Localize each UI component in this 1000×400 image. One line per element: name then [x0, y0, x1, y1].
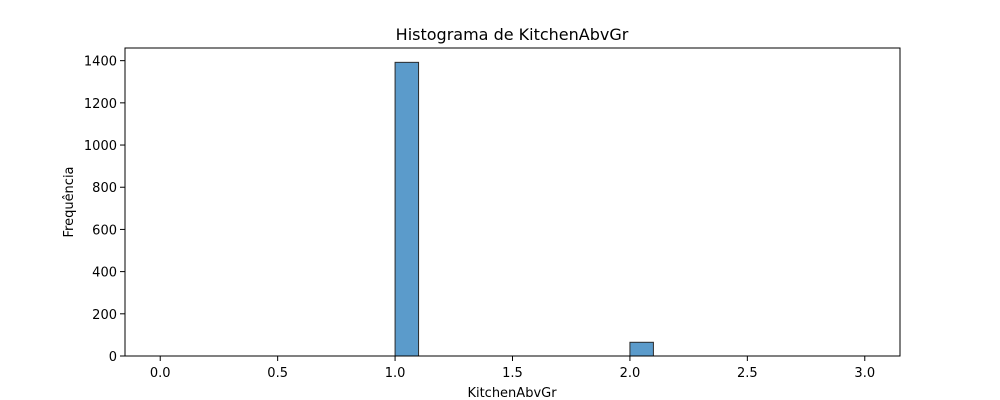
y-axis: 0 200 400 600 800 1000 1200 1400 — [84, 55, 125, 365]
y-tick-label: 1000 — [84, 139, 117, 154]
y-axis-label: Frequência — [62, 166, 77, 237]
y-tick-label: 1200 — [84, 97, 117, 112]
x-tick-label: 1.0 — [385, 366, 406, 381]
x-axis-label: KitchenAbvGr — [467, 386, 557, 400]
x-tick-label: 2.0 — [620, 366, 641, 381]
x-tick-label: 0.0 — [150, 366, 171, 381]
x-tick-label: 0.5 — [267, 366, 288, 381]
bars-group — [394, 61, 654, 357]
x-tick-label: 1.5 — [502, 366, 523, 381]
y-tick-label: 400 — [92, 266, 117, 281]
y-tick-label: 0 — [109, 350, 117, 365]
y-tick-label: 1400 — [84, 55, 117, 70]
x-tick-label: 3.0 — [854, 366, 875, 381]
histogram-bar-1 — [629, 341, 654, 357]
plot-frame — [124, 47, 901, 357]
x-axis: 0.0 0.5 1.0 1.5 2.0 2.5 3.0 — [150, 356, 875, 381]
x-tick-label: 2.5 — [737, 366, 758, 381]
y-tick-label: 600 — [92, 223, 117, 238]
y-tick-label: 800 — [92, 181, 117, 196]
y-tick-label: 200 — [92, 308, 117, 323]
histogram-bar-0 — [394, 61, 420, 357]
chart-title: Histograma de KitchenAbvGr — [396, 25, 629, 44]
